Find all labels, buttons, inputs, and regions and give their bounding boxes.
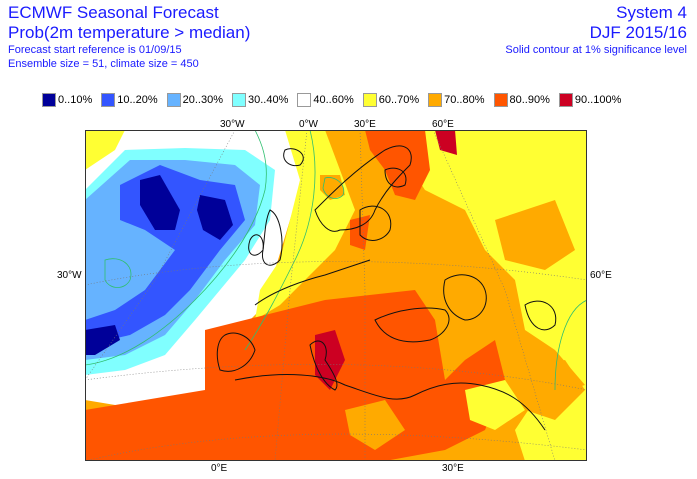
- legend-label: 40..60%: [313, 94, 354, 106]
- legend-label: 10..20%: [117, 94, 158, 106]
- legend-swatch: [166, 93, 181, 107]
- legend-label: 30..40%: [248, 94, 289, 106]
- legend-swatch: [232, 93, 246, 107]
- region-70-80: [495, 200, 575, 270]
- legend-item: 40..60%: [297, 93, 354, 107]
- legend-swatch: [493, 93, 508, 107]
- map-subtitle: Prob(2m temperature > median): [8, 23, 251, 42]
- map-title: ECMWF Seasonal Forecast: [8, 3, 219, 22]
- system-label: System 4: [616, 3, 687, 22]
- region-0-10: [140, 175, 180, 230]
- region-80-90: [85, 290, 505, 461]
- significance-contour: [85, 130, 267, 366]
- legend-label: 80..90%: [509, 94, 550, 106]
- bottom-axis-label: 30°E: [442, 463, 464, 474]
- significance-contour: [244, 130, 316, 351]
- bottom-axis-label: 0°E: [211, 463, 228, 474]
- legend-item: 70..80%: [428, 93, 485, 107]
- legend-label: 0..10%: [58, 94, 93, 106]
- legend-swatch: [42, 93, 56, 107]
- region-60-70: [465, 380, 525, 430]
- legend-swatch: [101, 93, 116, 107]
- top-axis-label: 30°E: [354, 119, 376, 130]
- map-frame: [85, 130, 587, 461]
- legend-item: 60..70%: [362, 93, 420, 107]
- significance-contour: [322, 177, 345, 199]
- significance-contour: [104, 258, 132, 288]
- region-60-70: [85, 130, 125, 170]
- left-axis-label: 30°W: [57, 270, 82, 281]
- legend-swatch: [428, 93, 443, 107]
- legend-swatch: [297, 93, 312, 107]
- ensemble-size-text: Ensemble size = 51, climate size = 450: [8, 58, 199, 70]
- region-90-100: [435, 130, 457, 155]
- legend-item: 90..100%: [558, 93, 622, 107]
- legend-label: 60..70%: [378, 94, 420, 106]
- legend-item: 10..20%: [101, 93, 158, 107]
- region-90-100: [315, 330, 345, 390]
- top-axis-label: 0°W: [299, 119, 318, 130]
- legend-item: 0..10%: [42, 93, 92, 107]
- season-label: DJF 2015/16: [589, 23, 687, 42]
- region-80-90: [365, 130, 430, 200]
- region-70-80: [345, 400, 405, 450]
- region-0-10: [85, 325, 120, 355]
- legend-item: 80..90%: [493, 93, 550, 107]
- legend-label: 70..80%: [444, 94, 485, 106]
- probability-map: [85, 130, 587, 461]
- top-axis-label: 60°E: [432, 119, 454, 130]
- legend-swatch: [558, 93, 573, 107]
- forecast-start-text: Forecast start reference is 01/09/15: [8, 44, 182, 56]
- significance-contour: [554, 299, 587, 391]
- right-axis-label: 60°E: [590, 270, 612, 281]
- significance-note: Solid contour at 1% significance level: [505, 44, 687, 56]
- top-axis-label: 30°W: [220, 119, 245, 130]
- legend-label: 90..100%: [574, 94, 622, 106]
- legend-label: 20..30%: [182, 94, 223, 106]
- color-legend: 0..10% 10..20% 20..30% 30..40% 40..60% 6…: [42, 93, 630, 107]
- map-canvas: [85, 130, 587, 461]
- legend-swatch: [362, 93, 377, 107]
- legend-item: 30..40%: [232, 93, 288, 107]
- region-0-10: [197, 195, 233, 240]
- legend-item: 20..30%: [166, 93, 223, 107]
- coastlines: [216, 145, 557, 431]
